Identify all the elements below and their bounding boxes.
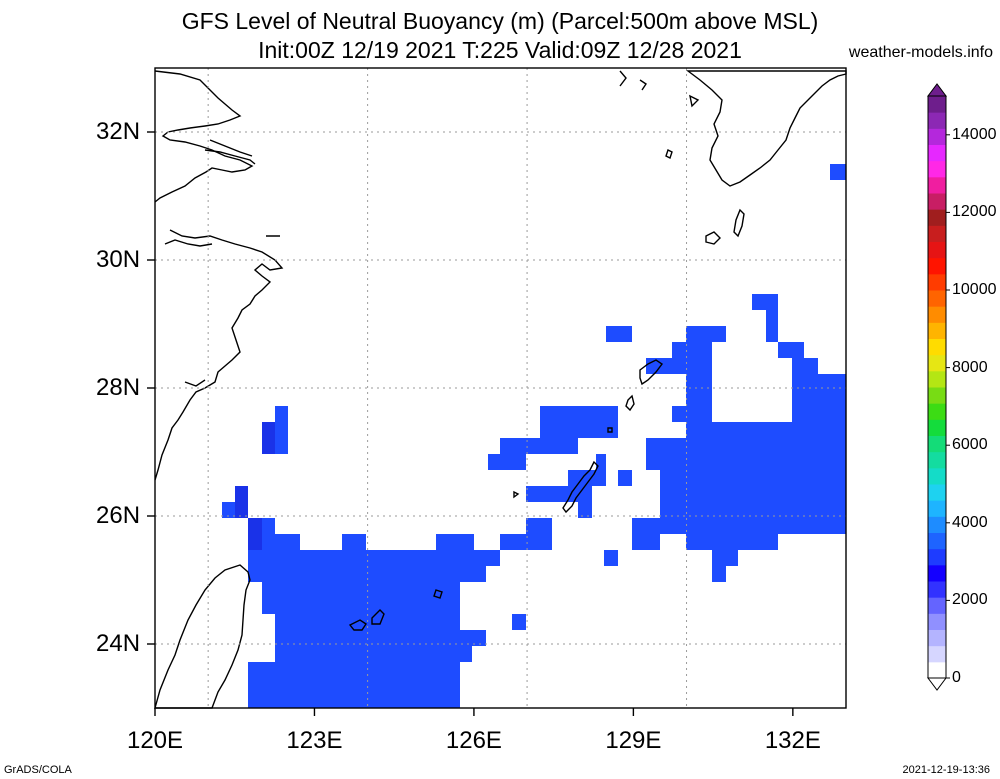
china-coastline bbox=[154, 70, 254, 203]
colorbar-segment-35 bbox=[928, 96, 946, 113]
colorbar-segment-15 bbox=[928, 419, 946, 436]
colorbar-segment-10 bbox=[928, 500, 946, 517]
colorbar-segment-0 bbox=[928, 661, 946, 679]
colorbar-label-4000: 4000 bbox=[952, 513, 988, 531]
lon-label-120e: 120E bbox=[126, 727, 184, 754]
buoyancy-region-3 bbox=[606, 326, 632, 342]
buoyancy-region-6 bbox=[604, 550, 618, 566]
ishigaki-island bbox=[348, 609, 385, 631]
colorbar-label-0: 0 bbox=[952, 669, 961, 686]
buoyancy-gap bbox=[526, 454, 568, 486]
buoyancy-region-2 bbox=[488, 390, 618, 470]
korea-jeju-edge bbox=[619, 70, 647, 91]
colorbar-label-2000: 2000 bbox=[952, 591, 988, 609]
colorbar-segment-14 bbox=[928, 435, 946, 453]
colorbar-segment-7 bbox=[928, 548, 946, 566]
yangtze-estuary bbox=[204, 139, 256, 165]
colorbar-segment-16 bbox=[928, 403, 946, 420]
lon-label-126e: 126E bbox=[445, 727, 502, 754]
colorbar-segment-29 bbox=[928, 193, 946, 210]
buoyancy-region-7 bbox=[512, 614, 526, 630]
colorbar-segment-1 bbox=[928, 645, 946, 663]
colorbar-segment-27 bbox=[928, 225, 946, 242]
small-island-2 bbox=[513, 490, 520, 499]
colorbar-segment-4 bbox=[928, 597, 946, 614]
colorbar-segment-6 bbox=[928, 564, 946, 582]
colorbar-label-10000: 10000 bbox=[952, 281, 997, 298]
colorbar-top-arrow bbox=[927, 83, 947, 97]
colorbar-segment-24 bbox=[928, 273, 946, 291]
lon-label-129e: 129E bbox=[605, 727, 662, 754]
colorbar-segment-25 bbox=[928, 257, 946, 275]
lat-lon-grid bbox=[155, 68, 846, 708]
colorbar-segment-30 bbox=[928, 176, 946, 194]
colorbar-label-8000: 8000 bbox=[952, 358, 988, 376]
buoyancy-region-10 bbox=[830, 164, 846, 180]
footer-timestamp: 2021-12-19-13:36 bbox=[902, 764, 990, 776]
colorbar-segment-21 bbox=[928, 322, 946, 339]
lat-label-26n: 26N bbox=[96, 502, 141, 529]
lon-label-132e: 132E bbox=[764, 727, 821, 754]
buoyancy-region-1 bbox=[248, 454, 606, 708]
colorbar-segment-8 bbox=[928, 532, 946, 550]
colorbar-segment-9 bbox=[928, 516, 946, 533]
miyako-island bbox=[433, 589, 443, 599]
lat-label-32n: 32N bbox=[96, 118, 141, 145]
colorbar-segment-33 bbox=[928, 128, 946, 145]
neutral-buoyancy-fill bbox=[222, 164, 846, 708]
footer-software: GrADS/COLA bbox=[4, 764, 72, 776]
small-island-3 bbox=[607, 427, 613, 433]
colorbar-segment-28 bbox=[928, 209, 946, 226]
map-title: GFS Level of Neutral Buoyancy (m) (Parce… bbox=[181, 8, 819, 34]
small-island-1 bbox=[625, 394, 635, 412]
hangzhou-bay bbox=[154, 229, 284, 481]
buoyancy-dark-patch-3 bbox=[248, 518, 262, 550]
colorbar-segment-3 bbox=[928, 613, 946, 630]
colorbar-label-14000: 14000 bbox=[952, 125, 997, 143]
colorbar-segment-2 bbox=[928, 629, 946, 647]
colorbar-segment-22 bbox=[928, 306, 946, 323]
colorbar-segment-20 bbox=[928, 338, 946, 356]
colorbar-segment-32 bbox=[928, 144, 946, 162]
coastlines bbox=[154, 70, 847, 709]
colorbar-segment-31 bbox=[928, 160, 946, 178]
amami-island bbox=[639, 359, 664, 386]
colorbar-segment-19 bbox=[928, 354, 946, 372]
colorbar-segment-26 bbox=[928, 241, 946, 259]
lon-label-123e: 123E bbox=[286, 727, 343, 754]
buoyancy-region-5 bbox=[618, 470, 632, 486]
colorbar-segment-17 bbox=[928, 387, 946, 404]
buoyancy-dark-patch-2 bbox=[235, 486, 248, 518]
colorbar-segment-34 bbox=[928, 112, 946, 129]
colorbar-segment-13 bbox=[928, 451, 946, 469]
tanegashima-island bbox=[733, 208, 745, 238]
taiwan-coastline bbox=[154, 564, 251, 709]
colorbar bbox=[927, 83, 950, 691]
okinawa-island bbox=[562, 460, 599, 514]
colorbar-segment-23 bbox=[928, 290, 946, 307]
kyushu-coastline bbox=[685, 70, 847, 187]
colorbar-segment-12 bbox=[928, 467, 946, 485]
lat-label-28n: 28N bbox=[96, 374, 141, 401]
buoyancy-region-4 bbox=[632, 294, 846, 582]
colorbar-label-12000: 12000 bbox=[952, 203, 997, 221]
colorbar-segment-18 bbox=[928, 370, 946, 388]
kyushu-west-islands bbox=[665, 94, 700, 159]
lat-label-30n: 30N bbox=[96, 246, 141, 273]
colorbar-segment-11 bbox=[928, 484, 946, 501]
buoyancy-dark-patch-1 bbox=[262, 422, 275, 454]
china-coast-inlet bbox=[164, 235, 280, 387]
lat-label-24n: 24N bbox=[96, 630, 141, 657]
colorbar-label-6000: 6000 bbox=[952, 436, 988, 454]
source-credit: weather-models.info bbox=[848, 44, 993, 61]
colorbar-segment-5 bbox=[928, 581, 946, 598]
yakushima-island bbox=[705, 231, 721, 245]
colorbar-bottom-arrow bbox=[927, 677, 947, 691]
axis-ticks bbox=[147, 131, 794, 716]
map-subtitle: Init:00Z 12/19 2021 T:225 Valid:09Z 12/2… bbox=[258, 37, 742, 63]
